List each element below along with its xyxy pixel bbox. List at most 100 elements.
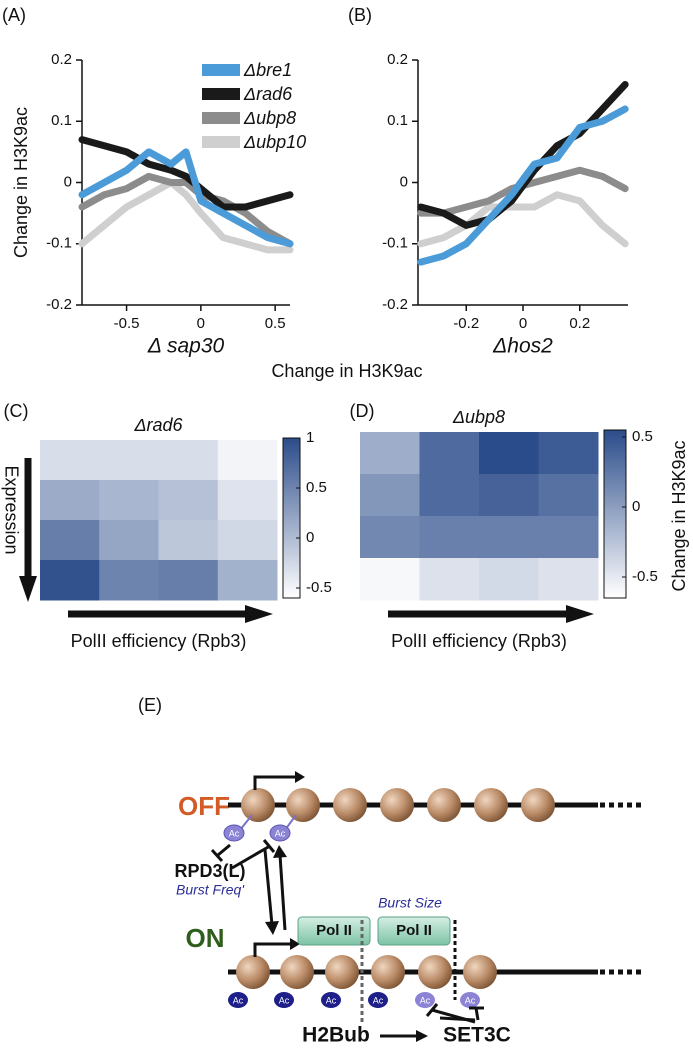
- on-label: ON: [186, 923, 225, 953]
- inhibit-bar: [210, 848, 224, 863]
- heatmap-cell: [360, 432, 420, 475]
- heatmap-cell: [40, 560, 100, 601]
- panel-label: (D): [350, 401, 375, 421]
- series-line: [78, 148, 294, 248]
- x-axis-label: PolII efficiency (Rpb3): [71, 631, 247, 651]
- ac-mark: [223, 824, 245, 842]
- pol-ii: [377, 916, 451, 946]
- x-tick-label: 0: [519, 315, 527, 332]
- x-axis-label: Δhos2: [492, 335, 553, 358]
- switch-arrowhead: [273, 845, 287, 858]
- y-tick-label: -0.1: [382, 235, 408, 252]
- burst-freq-label: Burst Freq': [176, 882, 245, 898]
- heatmap-cell: [538, 432, 599, 475]
- switch-arrow: [278, 854, 287, 931]
- colorbar-tick-label: 0: [306, 529, 314, 546]
- heatmap-cell: [40, 480, 100, 521]
- heatmap-cell: [419, 516, 480, 559]
- h2bub-label: H2Bub: [302, 1024, 370, 1047]
- nucleosomes: [236, 955, 497, 989]
- set3c-label: SET3C: [443, 1024, 511, 1047]
- ac-label: Ac: [275, 828, 286, 838]
- y-axis-label: Expression: [1, 465, 21, 554]
- heatmap-cell: [217, 440, 278, 481]
- on-ac-marks: [228, 992, 480, 1008]
- x-tick-label: 0.2: [569, 315, 590, 332]
- heatmap-cell: [217, 520, 278, 561]
- ac-label: Ac: [373, 995, 384, 1005]
- ac-label: Ac: [420, 995, 431, 1005]
- x-tick-label: 0: [197, 315, 205, 332]
- tss-arrow: [253, 775, 295, 790]
- y-tick-label: 0.2: [51, 51, 72, 68]
- heatmap-cell: [158, 520, 219, 561]
- heatmap-cell: [360, 474, 420, 517]
- colorbar-tick-label: 0.5: [632, 428, 653, 445]
- heatmap-cell: [40, 440, 100, 481]
- ac-label: Ac: [233, 995, 244, 1005]
- burst-size-label: Burst Size: [378, 895, 442, 911]
- series-line: [417, 191, 629, 248]
- chart-title: Δrad6: [133, 415, 183, 435]
- heatmap-cell: [479, 432, 539, 475]
- heatmap-cell: [360, 558, 420, 601]
- series-line: [78, 179, 294, 254]
- legend-label: Δubp8: [243, 108, 296, 128]
- tss-arrow: [253, 942, 290, 957]
- heatmap-cell: [99, 560, 159, 601]
- repressor-label: RPD3(L): [175, 861, 246, 881]
- x-tick-label: -0.2: [453, 315, 479, 332]
- series-line: [417, 105, 629, 266]
- heatmap-cell: [217, 560, 278, 601]
- heatmap-cell: [538, 558, 599, 601]
- ac-label: Ac: [279, 995, 290, 1005]
- pol-label: Pol II: [396, 922, 432, 939]
- heatmap-cell: [158, 480, 219, 521]
- nucleosomes: [241, 788, 555, 822]
- heatmap-cell: [419, 558, 480, 601]
- heatmap-cell: [538, 516, 599, 559]
- shared-x-label: Change in H3K9ac: [271, 361, 422, 381]
- colorbar: [282, 437, 301, 599]
- heatmap-cell: [99, 440, 159, 481]
- panel-label: (E): [138, 695, 162, 715]
- heatmap-cell: [217, 480, 278, 521]
- y-axis-label: Change in H3K9ac: [11, 107, 31, 258]
- series-line: [78, 136, 294, 211]
- x-axis-label: Δ sap30: [147, 335, 225, 358]
- arrowhead: [416, 1030, 428, 1042]
- ac-label: Ac: [465, 995, 476, 1005]
- inhibit: [217, 843, 231, 857]
- tss-arrowhead: [290, 938, 300, 950]
- legend-label: Δbre1: [243, 60, 292, 80]
- axis-arrowhead: [245, 605, 273, 623]
- tss-arrowhead: [295, 771, 305, 783]
- pol-ii: [297, 916, 371, 946]
- colorbar: [603, 429, 627, 599]
- heatmap-cell: [479, 558, 539, 601]
- y-tick-label: 0.1: [51, 112, 72, 129]
- off-label: OFF: [178, 791, 230, 821]
- heatmap-cell: [419, 474, 480, 517]
- heatmap-cell: [99, 520, 159, 561]
- x-axis-label: PolII efficiency (Rpb3): [391, 631, 567, 651]
- colorbar-tick-label: -0.5: [632, 568, 658, 585]
- inhibit: [231, 844, 271, 870]
- y-tick-label: 0: [64, 173, 72, 190]
- colorbar-tick-label: 1: [306, 429, 314, 446]
- heatmap-cell: [99, 480, 159, 521]
- y-tick-label: 0.2: [387, 51, 408, 68]
- axis-arrowhead: [19, 576, 37, 602]
- series-line: [78, 172, 294, 248]
- pol-label: Pol II: [316, 922, 352, 939]
- y-tick-label: -0.2: [382, 296, 408, 313]
- heatmap-cell: [479, 474, 539, 517]
- y-tick-label: -0.1: [46, 235, 72, 252]
- heatmap-cell: [158, 440, 219, 481]
- legend-label: Δrad6: [243, 84, 293, 104]
- colorbar-label: Change in H3K9ac: [669, 440, 689, 591]
- colorbar-tick-label: -0.5: [306, 579, 332, 596]
- ac-label: Ac: [229, 828, 240, 838]
- heatmap-cell: [40, 520, 100, 561]
- heatmap-cell: [419, 432, 480, 475]
